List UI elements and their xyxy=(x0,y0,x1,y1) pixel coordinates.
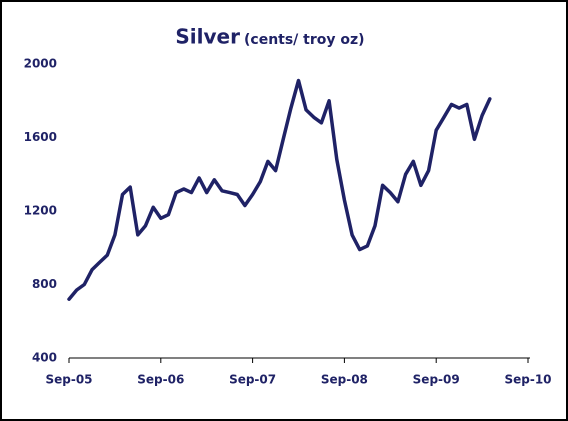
x-tick-label: Sep-09 xyxy=(413,373,460,387)
y-tick-label: 2000 xyxy=(24,57,57,71)
x-tick-label: Sep-06 xyxy=(137,373,184,387)
y-tick-label: 800 xyxy=(32,277,57,291)
x-tick-label: Sep-07 xyxy=(229,373,276,387)
line xyxy=(67,78,492,301)
x-tick-label: Sep-10 xyxy=(504,373,551,387)
chart-subtitle: (cents/ troy oz) xyxy=(244,32,365,48)
y-tick-label: 1600 xyxy=(24,130,57,144)
x-tick-label: Sep-05 xyxy=(45,373,92,387)
chart-title: Silver xyxy=(175,25,240,49)
y-tick-label: 400 xyxy=(32,351,57,365)
y-tick-label: 1200 xyxy=(24,204,57,218)
x-tick-label: Sep-08 xyxy=(321,373,368,387)
